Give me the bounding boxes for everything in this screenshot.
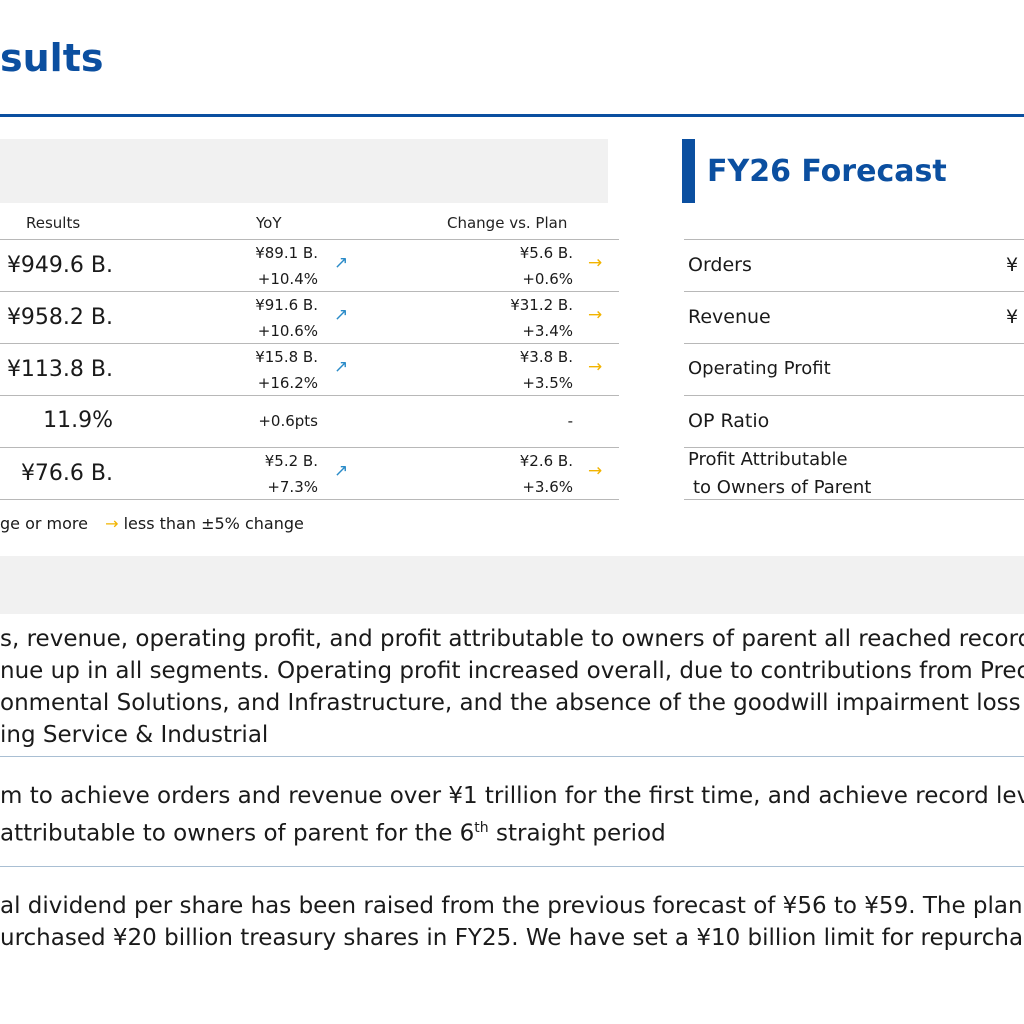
- col-header-results: Results: [26, 214, 81, 232]
- yoy-points: +0.6pts: [258, 412, 318, 430]
- trend-flat-icon: →: [588, 461, 603, 481]
- yoy-percent: +7.3%: [267, 478, 318, 496]
- result-value: ¥113.8 B.: [6, 357, 113, 382]
- results-header-band: [0, 139, 608, 203]
- summary-superscript: th: [474, 820, 489, 836]
- yoy-amount: ¥5.2 B.: [264, 452, 318, 470]
- summary-paragraph-dividend: al dividend per share has been raised fr…: [0, 890, 1024, 954]
- table-rule: [0, 343, 619, 344]
- summary-line: m to achieve orders and revenue over ¥1 …: [0, 783, 1024, 809]
- yoy-percent: +10.6%: [257, 322, 318, 340]
- plan-percent: +3.4%: [522, 322, 573, 340]
- summary-header-band: [0, 556, 1024, 614]
- page-title: sults: [0, 36, 104, 80]
- forecast-accent-bar: [682, 139, 695, 203]
- forecast-rule: [684, 499, 1024, 500]
- table-rule: [0, 291, 619, 292]
- summary-separator: [0, 866, 1024, 867]
- yoy-amount: ¥89.1 B.: [255, 244, 318, 262]
- legend: ge or more → less than ±5% change: [0, 514, 304, 533]
- forecast-rule: [684, 239, 1024, 240]
- yoy-percent: +10.4%: [257, 270, 318, 288]
- trend-up-icon: ↗: [334, 357, 349, 377]
- table-rule: [0, 395, 619, 396]
- summary-line-text: attributable to owners of parent for the…: [0, 820, 475, 847]
- summary-line: nue up in all segments. Operating profit…: [0, 658, 1024, 684]
- plan-percent: +3.5%: [522, 374, 573, 392]
- result-value: 11.9%: [43, 408, 113, 433]
- plan-percent: +0.6%: [522, 270, 573, 288]
- result-value: ¥958.2 B.: [6, 305, 113, 330]
- result-value: ¥76.6 B.: [20, 461, 113, 486]
- summary-line: attributable to owners of parent for the…: [0, 812, 1024, 850]
- col-header-plan: Change vs. Plan: [447, 214, 568, 232]
- summary-paragraph-results: s, revenue, operating profit, and profit…: [0, 623, 1024, 751]
- forecast-rule: [684, 447, 1024, 448]
- plan-amount: ¥31.2 B.: [510, 296, 573, 314]
- summary-separator: [0, 756, 1024, 757]
- trend-flat-icon: →: [588, 305, 603, 325]
- yoy-percent: +16.2%: [257, 374, 318, 392]
- forecast-label-profit-attributable: Profit Attributable: [688, 449, 848, 470]
- summary-line: onmental Solutions, and Infrastructure, …: [0, 690, 1021, 716]
- legend-text-flat: less than ±5% change: [123, 514, 304, 533]
- summary-line: al dividend per share has been raised fr…: [0, 893, 1023, 919]
- forecast-label-owners-of-parent: to Owners of Parent: [693, 477, 872, 498]
- trend-up-icon: ↗: [334, 461, 349, 481]
- table-rule: [0, 239, 619, 240]
- summary-paragraph-forecast: m to achieve orders and revenue over ¥1 …: [0, 780, 1024, 850]
- trend-flat-icon: →: [588, 357, 603, 377]
- col-header-yoy: YoY: [256, 214, 282, 232]
- result-value: ¥949.6 B.: [6, 253, 113, 278]
- forecast-label-op-ratio: OP Ratio: [688, 410, 770, 432]
- trend-up-icon: ↗: [334, 305, 349, 325]
- forecast-rule: [684, 291, 1024, 292]
- forecast-label-orders: Orders: [688, 254, 752, 276]
- forecast-value-revenue: ¥: [1006, 306, 1019, 328]
- trend-up-icon: ↗: [334, 253, 349, 273]
- forecast-value-orders: ¥: [1006, 254, 1019, 276]
- plan-amount: ¥3.8 B.: [519, 348, 573, 366]
- summary-line: s, revenue, operating profit, and profit…: [0, 626, 1024, 652]
- plan-percent: +3.6%: [522, 478, 573, 496]
- plan-dash: -: [567, 412, 573, 430]
- forecast-rule: [684, 395, 1024, 396]
- legend-flat-icon: →: [105, 514, 119, 533]
- title-rule: [0, 114, 1024, 117]
- plan-amount: ¥2.6 B.: [519, 452, 573, 470]
- yoy-amount: ¥15.8 B.: [255, 348, 318, 366]
- summary-line: urchased ¥20 billion treasury shares in …: [0, 925, 1024, 951]
- forecast-label-revenue: Revenue: [688, 306, 771, 328]
- legend-text-up: ge or more: [0, 514, 88, 533]
- yoy-amount: ¥91.6 B.: [255, 296, 318, 314]
- table-rule: [0, 499, 619, 500]
- summary-line: ing Service & Industrial: [0, 722, 269, 748]
- forecast-title: FY26 Forecast: [707, 154, 947, 189]
- plan-amount: ¥5.6 B.: [519, 244, 573, 262]
- forecast-rule: [684, 343, 1024, 344]
- forecast-label-operating-profit: Operating Profit: [688, 358, 831, 379]
- trend-flat-icon: →: [588, 253, 603, 273]
- summary-line-text: straight period: [488, 820, 666, 847]
- table-rule: [0, 447, 619, 448]
